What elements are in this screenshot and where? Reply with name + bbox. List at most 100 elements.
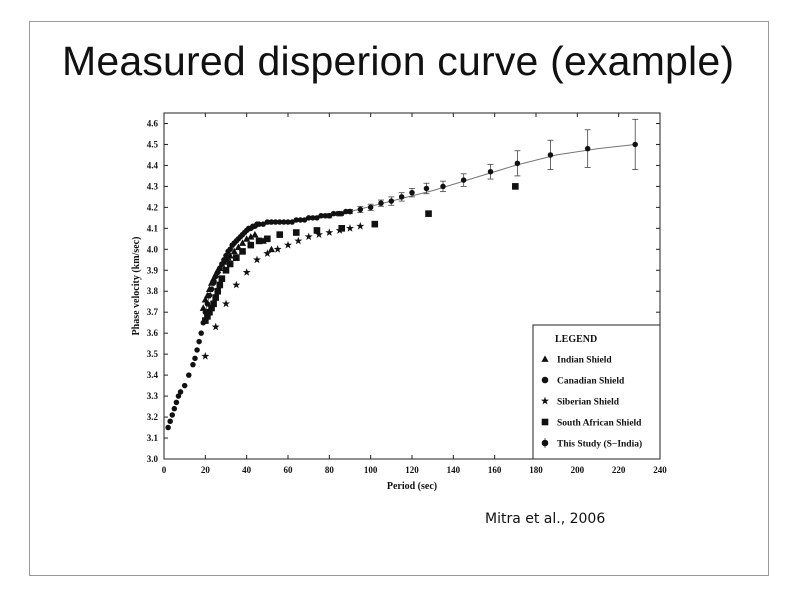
data-point (169, 412, 176, 418)
data-point (204, 313, 211, 320)
data-point (325, 228, 334, 236)
data-point (371, 220, 379, 228)
legend: LEGEND Indian Shield Canadian Shield Siber… (532, 324, 661, 460)
data-point (247, 241, 255, 249)
data-point (314, 215, 320, 221)
data-point (242, 268, 251, 276)
legend-marker-siberian (541, 396, 549, 405)
x-tick-label-80: 80 (325, 465, 335, 475)
data-point (512, 183, 519, 190)
citation: Mitra et al., 2006 (485, 511, 606, 527)
legend-marker-indian (541, 355, 549, 362)
data-point (167, 418, 173, 425)
axis-ticks: 0 20 40 60 80 100 120 140 160 180 200 220 240 3.0 3.1 3… (147, 113, 667, 475)
y-tick-label-3.2: 3.2 (147, 412, 159, 422)
data-point (305, 215, 312, 221)
data-point (217, 265, 223, 271)
data-point (264, 235, 271, 243)
data-point (211, 322, 220, 331)
fit-curve (204, 144, 636, 313)
data-point (212, 273, 219, 280)
data-point (219, 261, 225, 267)
data-point (253, 255, 261, 264)
data-point (301, 217, 308, 223)
data-point (330, 210, 337, 217)
data-point (409, 189, 415, 196)
x-tick-label-140: 140 (447, 465, 461, 475)
x-tick-label-0: 0 (162, 465, 167, 475)
data-point (181, 382, 188, 389)
data-point (171, 405, 178, 412)
data-point (194, 347, 200, 353)
y-tick-label-3.8: 3.8 (147, 286, 159, 296)
y-tick-label-3.9: 3.9 (147, 265, 159, 275)
data-point (460, 177, 467, 183)
data-point (356, 222, 365, 230)
data-point (326, 213, 333, 219)
data-point (272, 219, 279, 225)
data-point (263, 249, 272, 257)
data-point (315, 230, 323, 238)
data-point (440, 183, 446, 190)
legend-label-this-study: This Study (S−India) (557, 439, 642, 450)
data-point (201, 352, 210, 360)
data-point (632, 141, 638, 148)
legend-label-south-african: South African Shield (557, 419, 642, 429)
x-tick-label-100: 100 (364, 465, 378, 475)
fit-curve-layer (204, 144, 636, 313)
y-tick-label-4.2: 4.2 (147, 202, 159, 212)
y-tick-label-3.0: 3.0 (147, 454, 159, 464)
data-point (206, 308, 213, 316)
data-point (313, 227, 321, 234)
data-point (186, 372, 192, 378)
data-point (285, 219, 291, 225)
data-point (347, 208, 353, 215)
y-tick-label-4.5: 4.5 (147, 139, 159, 149)
data-point (227, 246, 233, 253)
data-point (264, 219, 271, 225)
x-tick-label-20: 20 (201, 465, 211, 475)
data-point (243, 235, 251, 242)
x-tick-label-220: 220 (612, 465, 626, 475)
y-tick-label-4.1: 4.1 (147, 223, 159, 233)
data-point (276, 219, 283, 225)
x-tick-label-60: 60 (284, 465, 294, 475)
data-point (175, 393, 182, 399)
legend-items: Indian Shield Canadian Shield Siberian Shi… (541, 355, 642, 450)
x-tick-label-40: 40 (242, 465, 252, 475)
data-point (199, 304, 207, 311)
data-point (268, 219, 275, 225)
y-tick-label-4.4: 4.4 (147, 160, 159, 170)
legend-label-canadian: Canadian Shield (557, 377, 625, 387)
data-point (208, 304, 215, 312)
data-point (223, 252, 229, 259)
data-point (547, 152, 554, 158)
data-points (165, 118, 639, 431)
y-tick-label-3.6: 3.6 (147, 328, 159, 338)
data-point (293, 217, 300, 223)
x-tick-label-120: 120 (405, 465, 419, 475)
y-tick-label-4.3: 4.3 (147, 181, 159, 191)
x-axis-title: Period (sec) (387, 481, 437, 492)
data-point (212, 294, 219, 301)
data-point (284, 240, 292, 249)
data-point (273, 245, 282, 253)
data-point (222, 299, 230, 308)
data-point (398, 194, 405, 200)
data-point (338, 225, 346, 232)
data-point (238, 239, 247, 246)
data-point (192, 355, 198, 362)
series-siberian (201, 222, 365, 360)
data-point (289, 219, 295, 225)
data-point (378, 200, 384, 206)
data-point (216, 281, 224, 289)
data-point (260, 221, 266, 227)
data-point (297, 217, 304, 223)
data-point (256, 221, 262, 227)
data-point (239, 248, 246, 255)
data-point (584, 145, 591, 152)
data-point (276, 231, 284, 238)
y-axis-title: Phase velocity (km/sec) (131, 237, 142, 336)
slide-title: Measured disperion curve (example) (62, 38, 735, 84)
